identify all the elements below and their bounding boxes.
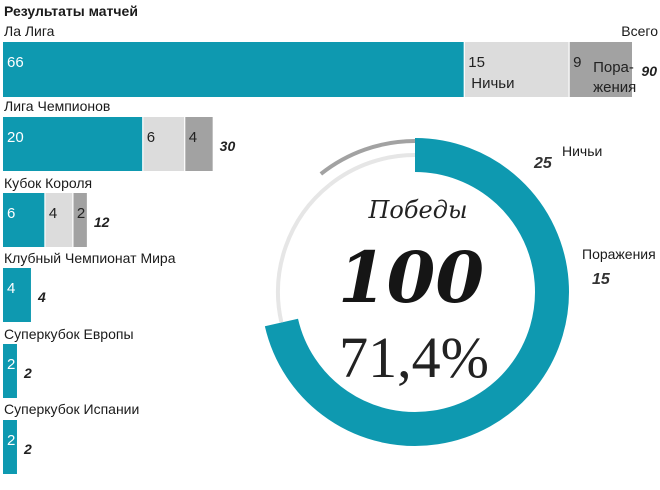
bar-value-draws-la-liga: 15 (468, 54, 485, 71)
donut-slice-losses-outline (319, 139, 416, 176)
segment-gap-2-la-liga (568, 42, 570, 97)
bar-draws-champions-league (142, 117, 185, 171)
donut-label-draws: Ничьи (562, 143, 602, 159)
donut-value-draws: 25 (533, 155, 553, 172)
segment-gap-2-copa-del-rey (72, 193, 74, 247)
donut-slice-wins (264, 138, 569, 446)
total-uefa-super-cup: 2 (23, 365, 32, 381)
donut-center-value: 100 (338, 236, 484, 319)
bar-losses-champions-league (184, 117, 213, 171)
segment-gap-la-liga (463, 42, 465, 97)
total-copa-del-rey: 12 (94, 214, 110, 230)
donut-center-percent: 71,4% (339, 325, 489, 390)
bar-value-wins-uefa-super-cup: 2 (7, 356, 15, 373)
bar-value-losses-copa-del-rey: 2 (77, 205, 85, 222)
total-club-world-cup: 4 (37, 289, 46, 305)
bar-value-wins-spanish-super-cup: 2 (7, 432, 15, 449)
bar-wins-uefa-super-cup (3, 344, 17, 398)
category-label-club-world-cup: Клубный Чемпионат Мира (4, 250, 176, 266)
total-la-liga: 90 (641, 63, 657, 79)
total-spanish-super-cup: 2 (23, 441, 32, 457)
bar-value-wins-champions-league: 20 (7, 129, 24, 146)
donut-slice-draws (276, 183, 331, 323)
bar-wins-champions-league (3, 117, 143, 171)
segment-gap-champions-league (142, 117, 144, 171)
inline-label-losses-1: Пора- (593, 59, 634, 76)
bar-value-wins-la-liga: 66 (7, 54, 24, 71)
donut-center-label: Победы (368, 196, 468, 224)
inline-label-draws: Ничьи (471, 75, 514, 92)
total-champions-league: 30 (220, 138, 236, 154)
bar-value-draws-copa-del-rey: 4 (49, 205, 57, 222)
chart-title: Результаты матчей (4, 3, 138, 19)
donut-label-losses: Поражения (582, 246, 656, 262)
bar-losses-copa-del-rey (72, 193, 87, 247)
bar-wins-club-world-cup (3, 268, 31, 322)
category-label-la-liga: Ла Лига (4, 23, 55, 39)
bar-value-losses-champions-league: 4 (189, 129, 197, 146)
category-label-spanish-super-cup: Суперкубок Испании (4, 401, 139, 417)
bar-losses-la-liga (569, 42, 632, 97)
bar-wins-spanish-super-cup (3, 420, 17, 474)
bar-value-losses-la-liga: 9 (573, 54, 581, 71)
bar-value-wins-copa-del-rey: 6 (7, 205, 15, 222)
bar-wins-copa-del-rey (3, 193, 45, 247)
donut-slice-losses (328, 153, 416, 187)
segment-gap-2-champions-league (184, 117, 186, 171)
total-header: Всего (621, 23, 658, 39)
stacked-bars: Ла Лига 66 15 9 90 Лига Чемпионов 20 6 4 30 Кубок … (3, 23, 657, 474)
bar-value-draws-champions-league: 6 (147, 129, 155, 146)
inline-label-losses-2: жения (593, 79, 636, 96)
category-label-champions-league: Лига Чемпионов (4, 98, 110, 114)
bar-draws-copa-del-rey (44, 193, 73, 247)
donut-value-losses: 15 (592, 271, 611, 288)
bar-value-wins-club-world-cup: 4 (7, 280, 15, 297)
category-label-copa-del-rey: Кубок Короля (4, 175, 92, 191)
category-label-uefa-super-cup: Суперкубок Европы (4, 326, 134, 342)
bar-wins-la-liga (3, 42, 465, 97)
segment-gap-copa-del-rey (44, 193, 46, 247)
bar-draws-la-liga (464, 42, 570, 97)
